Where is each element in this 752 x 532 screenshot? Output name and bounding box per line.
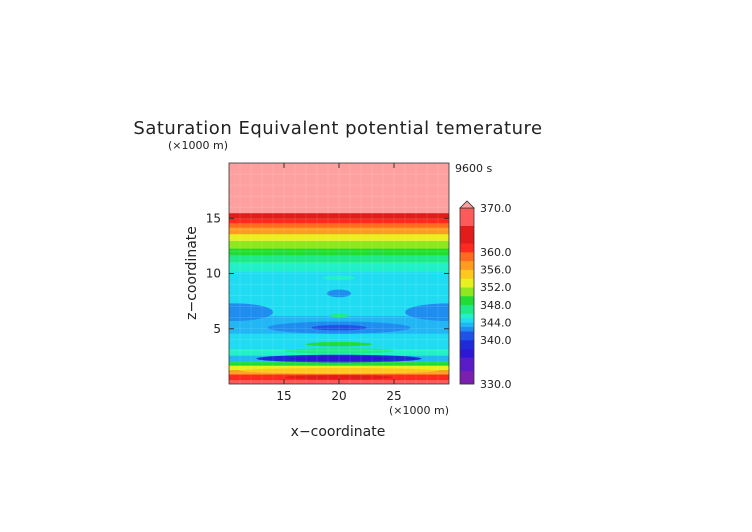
- colorbar-label: 360.0: [480, 246, 512, 259]
- colorbar-swatch: [460, 340, 474, 350]
- colorbar-swatch: [460, 370, 474, 385]
- y-tick-label: 5: [213, 322, 221, 336]
- time-label: 9600 s: [455, 162, 492, 175]
- colorbar-swatch: [460, 208, 474, 226]
- colorbar-swatch: [460, 331, 474, 341]
- colorbar-label: 330.0: [480, 378, 512, 391]
- contour-anomaly: [306, 342, 372, 347]
- colorbar-label: 352.0: [480, 281, 512, 294]
- contour-anomaly: [289, 355, 389, 362]
- contour-band: [229, 227, 449, 235]
- contour-anomaly: [405, 303, 449, 322]
- colorbar-swatch: [460, 322, 474, 328]
- colorbar-swatch: [460, 304, 474, 314]
- contour-band: [229, 254, 449, 263]
- contour-band: [229, 212, 449, 219]
- colorbar-swatch: [460, 357, 474, 372]
- contour-anomaly: [326, 289, 352, 298]
- contour-anomaly: [322, 275, 356, 281]
- colorbar-label: 340.0: [480, 334, 512, 347]
- colorbar-label: 356.0: [480, 264, 512, 277]
- contour-band: [229, 360, 449, 366]
- colorbar-swatch: [460, 269, 474, 279]
- contour-anomaly: [284, 348, 394, 354]
- x-tick-label: 15: [276, 389, 291, 403]
- x-tick-label: 20: [331, 389, 346, 403]
- colorbar-swatch: [460, 318, 474, 323]
- chart-title: Saturation Equivalent potential temeratu…: [133, 118, 542, 139]
- contour-anomaly: [311, 324, 367, 331]
- y-unit-label: (×1000 m): [168, 139, 228, 152]
- contour-band: [229, 248, 449, 256]
- x-axis-label: x−coordinate: [291, 424, 386, 440]
- colorbar-swatch: [460, 243, 474, 253]
- colorbar-label: 370.0: [480, 202, 512, 215]
- colorbar: 370.0 360.0 356.0 352.0 348.0 344.0 340.0 330.0: [459, 200, 512, 391]
- contour-anomaly: [229, 303, 273, 322]
- contour-band: [229, 262, 449, 272]
- x-unit-label: (×1000 m): [389, 404, 449, 417]
- colorbar-swatch: [460, 296, 474, 306]
- colorbar-label: 344.0: [480, 316, 512, 329]
- contour-band: [229, 240, 449, 249]
- contour-band: [229, 333, 449, 343]
- x-axis: 15 20 25: [276, 163, 402, 403]
- contour-band: [229, 222, 449, 228]
- colorbar-swatch: [460, 313, 474, 319]
- colorbar-swatch: [460, 225, 474, 244]
- colorbar-swatch: [460, 252, 474, 262]
- contour-band: [229, 365, 449, 371]
- contour-band: [229, 233, 449, 241]
- colorbar-swatch: [460, 326, 474, 332]
- colorbar-label: 348.0: [480, 299, 512, 312]
- colorbar-swatch: [460, 287, 474, 297]
- contour-anomaly: [240, 367, 438, 374]
- y-axis-label: z−coordinate: [184, 226, 200, 320]
- x-tick-label: 25: [386, 389, 401, 403]
- colorbar-swatch: [460, 260, 474, 270]
- y-axis: 5 10 15: [206, 211, 449, 336]
- contour-band: [229, 163, 449, 214]
- y-tick-label: 15: [206, 211, 221, 225]
- contour-band: [229, 218, 449, 224]
- contour-anomaly: [284, 375, 394, 380]
- y-tick-label: 10: [206, 267, 221, 281]
- contour-anomaly: [328, 313, 350, 318]
- colorbar-extend-arrow: [459, 200, 475, 209]
- colorbar-swatch: [460, 278, 474, 288]
- colorbar-swatch: [460, 348, 474, 358]
